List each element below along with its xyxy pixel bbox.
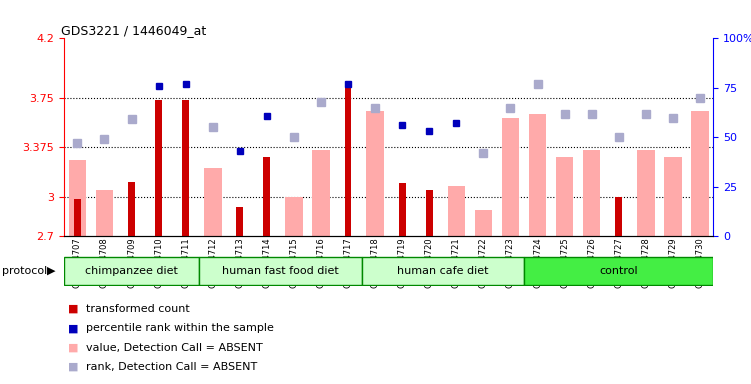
Text: ■: ■ — [68, 362, 78, 372]
Bar — [199, 257, 361, 285]
Bar — [583, 151, 601, 236]
Bar — [182, 100, 189, 236]
Bar — [448, 186, 465, 236]
Text: ■: ■ — [68, 304, 78, 314]
Text: rank, Detection Call = ABSENT: rank, Detection Call = ABSENT — [86, 362, 258, 372]
Text: transformed count: transformed count — [86, 304, 190, 314]
Bar — [664, 157, 682, 236]
Bar — [237, 207, 243, 236]
Text: ■: ■ — [68, 323, 78, 333]
Bar — [285, 197, 303, 236]
Bar — [529, 114, 546, 236]
Bar — [366, 111, 384, 236]
Bar — [345, 84, 351, 236]
Bar — [74, 199, 81, 236]
Text: percentile rank within the sample: percentile rank within the sample — [86, 323, 274, 333]
Bar — [475, 210, 492, 236]
Bar — [68, 160, 86, 236]
Bar — [502, 118, 519, 236]
Bar — [399, 184, 406, 236]
Bar — [204, 167, 222, 236]
Text: ▶: ▶ — [47, 266, 55, 276]
Text: human fast food diet: human fast food diet — [222, 266, 339, 276]
Text: protocol: protocol — [2, 266, 47, 276]
Bar — [95, 190, 113, 236]
Bar — [691, 111, 709, 236]
Text: value, Detection Call = ABSENT: value, Detection Call = ABSENT — [86, 343, 263, 353]
Bar — [64, 257, 199, 285]
Bar — [264, 157, 270, 236]
Bar — [155, 100, 162, 236]
Bar — [426, 190, 433, 236]
Bar — [556, 157, 573, 236]
Text: ■: ■ — [68, 343, 78, 353]
Text: control: control — [599, 266, 638, 276]
Bar — [312, 151, 330, 236]
Bar — [524, 257, 713, 285]
Bar — [128, 182, 135, 236]
Bar — [615, 197, 622, 236]
Text: chimpanzee diet: chimpanzee diet — [85, 266, 178, 276]
Bar — [637, 151, 655, 236]
Text: GDS3221 / 1446049_at: GDS3221 / 1446049_at — [61, 24, 206, 37]
Bar — [361, 257, 524, 285]
Text: human cafe diet: human cafe diet — [397, 266, 489, 276]
